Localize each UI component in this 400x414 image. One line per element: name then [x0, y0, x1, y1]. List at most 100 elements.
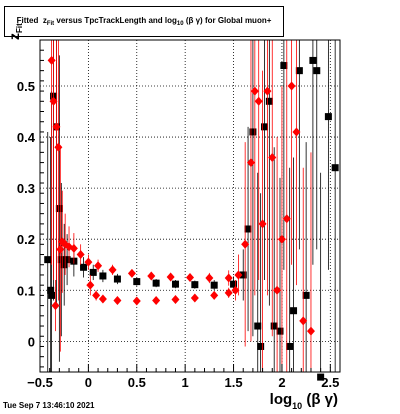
- data-point-black: [80, 263, 88, 271]
- y-axis-label: zFit: [6, 23, 24, 40]
- y-tick-label: 0.2: [17, 232, 35, 247]
- data-point-red: [84, 257, 93, 267]
- data-point-red: [231, 285, 240, 295]
- data-point-red: [299, 316, 308, 326]
- x-tick-label: 2: [278, 375, 285, 390]
- data-point-red: [113, 295, 122, 305]
- data-point-red: [147, 271, 156, 281]
- x-tick-label: 1: [182, 375, 189, 390]
- data-point-red: [132, 296, 141, 306]
- y-tick-label: 0.3: [17, 181, 35, 196]
- series-layer: [44, 40, 339, 381]
- data-point-red: [152, 295, 161, 305]
- data-point-red: [190, 293, 199, 303]
- data-point-red: [94, 261, 103, 271]
- grid-layer: [39, 40, 340, 372]
- data-point-red: [246, 158, 255, 168]
- data-point-black: [249, 128, 257, 136]
- data-point-red: [273, 285, 282, 295]
- data-point-red: [292, 127, 301, 137]
- data-point-black: [309, 56, 317, 64]
- data-point-red: [171, 294, 180, 304]
- data-point-red: [234, 270, 243, 280]
- x-axis-label: log10 (β γ): [269, 391, 338, 411]
- y-tick-label: 0.4: [17, 130, 36, 145]
- data-point-black: [44, 256, 52, 264]
- y-tick-label: 0.5: [17, 79, 35, 94]
- data-point-red: [268, 152, 277, 162]
- chart-title-box: Fitted zFit versus TpcTrackLength and lo…: [4, 6, 284, 37]
- data-point-red: [51, 301, 60, 311]
- x-tick-label: 1.5: [225, 375, 243, 390]
- data-point-red: [282, 214, 291, 224]
- data-point-black: [280, 62, 288, 70]
- data-point-red: [47, 55, 56, 65]
- data-point-black: [133, 278, 141, 286]
- data-point-red: [127, 268, 136, 278]
- data-point-black: [239, 271, 247, 279]
- data-point-red: [49, 96, 58, 106]
- data-point-black: [295, 67, 303, 75]
- data-point-black: [230, 280, 238, 288]
- data-point-red: [258, 219, 267, 229]
- data-point-red: [306, 326, 315, 336]
- data-point-black: [317, 373, 325, 381]
- data-point-black: [324, 113, 332, 121]
- data-point-red: [224, 273, 233, 283]
- data-point-red: [186, 273, 194, 283]
- x-tick-label: 2.5: [321, 375, 339, 390]
- data-point-black: [171, 280, 179, 288]
- data-point-red: [250, 86, 259, 96]
- data-point-black: [191, 281, 199, 289]
- data-point-black: [57, 256, 65, 264]
- data-point-black: [89, 268, 97, 276]
- data-point-black: [302, 291, 310, 299]
- data-point-red: [210, 290, 219, 300]
- data-point-black: [152, 279, 160, 287]
- data-point-red: [86, 280, 95, 290]
- data-point-red: [98, 294, 107, 304]
- axis-layer: −0.5 0 0.5 1 1.5 2 2.5 0 0.1 0.2 0.3 0.4 0.5: [17, 39, 341, 390]
- data-point-black: [47, 286, 55, 294]
- data-point-red: [108, 265, 117, 275]
- data-point-red: [76, 250, 85, 260]
- data-point-red: [92, 290, 101, 300]
- y-tick-label: 0.1: [17, 283, 35, 298]
- data-point-red: [263, 86, 272, 96]
- data-point-black: [113, 275, 121, 283]
- data-point-black: [331, 164, 339, 172]
- data-point-black: [276, 327, 284, 335]
- x-tick-label: 0.5: [128, 375, 146, 390]
- data-point-red: [241, 239, 250, 249]
- data-point-black: [265, 97, 273, 105]
- plot-frame: [39, 39, 341, 373]
- data-point-black: [261, 123, 269, 131]
- data-point-red: [287, 81, 296, 91]
- data-point-black: [244, 225, 252, 233]
- data-point-black: [257, 342, 265, 350]
- y-tick-label: 0: [28, 334, 35, 349]
- data-point-red: [69, 243, 78, 253]
- data-point-black: [290, 307, 298, 315]
- data-point-red: [277, 234, 286, 244]
- data-point-black: [55, 205, 63, 213]
- timestamp: Tue Sep 7 13:46:10 2021: [3, 401, 95, 410]
- data-point-black: [63, 256, 71, 264]
- data-point-black: [48, 291, 56, 299]
- data-point-black: [286, 342, 294, 350]
- data-point-red: [205, 273, 214, 283]
- data-point-red: [54, 142, 63, 152]
- x-tick-label: 0: [85, 375, 92, 390]
- data-point-red: [254, 96, 263, 106]
- data-point-black: [60, 261, 68, 269]
- x-tick-label: −0.5: [27, 375, 53, 390]
- data-point-black: [313, 67, 321, 75]
- data-point-red: [224, 288, 233, 298]
- chart-title: Fitted zFit versus TpcTrackLength and lo…: [16, 16, 272, 27]
- data-point-black: [99, 272, 107, 280]
- data-point-black: [270, 322, 278, 330]
- data-point-red: [166, 272, 175, 282]
- data-point-black: [254, 322, 262, 330]
- data-point-black: [210, 281, 218, 289]
